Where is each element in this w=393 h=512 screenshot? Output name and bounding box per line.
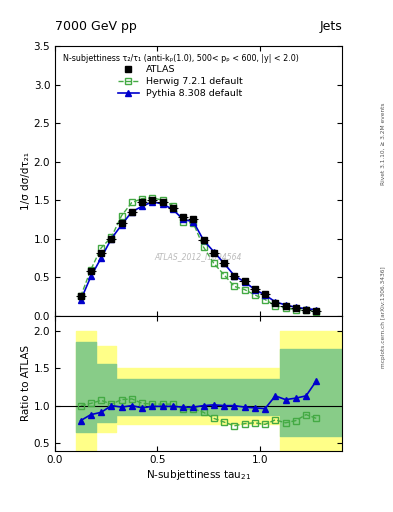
Legend: ATLAS, Herwig 7.2.1 default, Pythia 8.308 default: ATLAS, Herwig 7.2.1 default, Pythia 8.30… bbox=[60, 51, 301, 101]
Y-axis label: Ratio to ATLAS: Ratio to ATLAS bbox=[21, 345, 31, 421]
Text: Rivet 3.1.10, ≥ 3.2M events: Rivet 3.1.10, ≥ 3.2M events bbox=[381, 102, 386, 185]
Text: ATLAS_2012_I1094564: ATLAS_2012_I1094564 bbox=[155, 252, 242, 261]
X-axis label: N-subjettiness tau$_{21}$: N-subjettiness tau$_{21}$ bbox=[146, 468, 251, 482]
Text: Jets: Jets bbox=[319, 20, 342, 33]
Text: mcplots.cern.ch [arXiv:1306.3436]: mcplots.cern.ch [arXiv:1306.3436] bbox=[381, 267, 386, 368]
Y-axis label: 1/σ dσ/dτ₂₁: 1/σ dσ/dτ₂₁ bbox=[21, 152, 31, 210]
Text: 7000 GeV pp: 7000 GeV pp bbox=[55, 20, 137, 33]
